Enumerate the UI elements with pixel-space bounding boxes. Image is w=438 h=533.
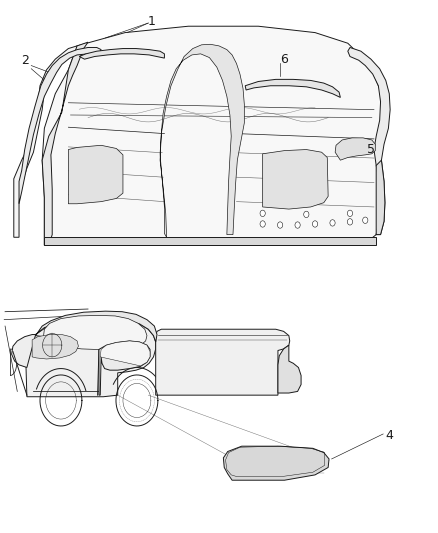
Polygon shape [19, 47, 101, 204]
Text: 2: 2 [21, 54, 28, 67]
Circle shape [295, 222, 300, 228]
Text: 6: 6 [280, 53, 288, 66]
Circle shape [347, 219, 353, 225]
Polygon shape [100, 341, 150, 366]
Polygon shape [223, 446, 329, 480]
Text: 1: 1 [148, 15, 155, 28]
Polygon shape [335, 138, 375, 160]
Circle shape [260, 221, 265, 227]
Polygon shape [99, 341, 150, 395]
Polygon shape [155, 329, 290, 395]
Circle shape [260, 210, 265, 216]
Polygon shape [278, 345, 301, 393]
Polygon shape [42, 26, 383, 245]
Polygon shape [44, 237, 376, 245]
Polygon shape [35, 311, 157, 342]
Circle shape [363, 217, 368, 223]
Polygon shape [68, 146, 123, 204]
Polygon shape [376, 160, 385, 235]
Polygon shape [26, 320, 155, 397]
Polygon shape [42, 42, 88, 245]
Text: 4: 4 [386, 429, 394, 442]
Circle shape [312, 221, 318, 227]
Polygon shape [32, 335, 78, 359]
Polygon shape [79, 49, 164, 59]
Circle shape [330, 220, 335, 226]
Polygon shape [245, 79, 340, 98]
Polygon shape [348, 47, 390, 235]
Polygon shape [263, 150, 328, 209]
Polygon shape [14, 46, 77, 237]
Circle shape [304, 211, 309, 217]
Polygon shape [12, 335, 35, 368]
Circle shape [278, 222, 283, 228]
Circle shape [347, 210, 353, 216]
Polygon shape [43, 316, 147, 350]
Text: 5: 5 [367, 143, 374, 156]
Polygon shape [160, 44, 244, 237]
